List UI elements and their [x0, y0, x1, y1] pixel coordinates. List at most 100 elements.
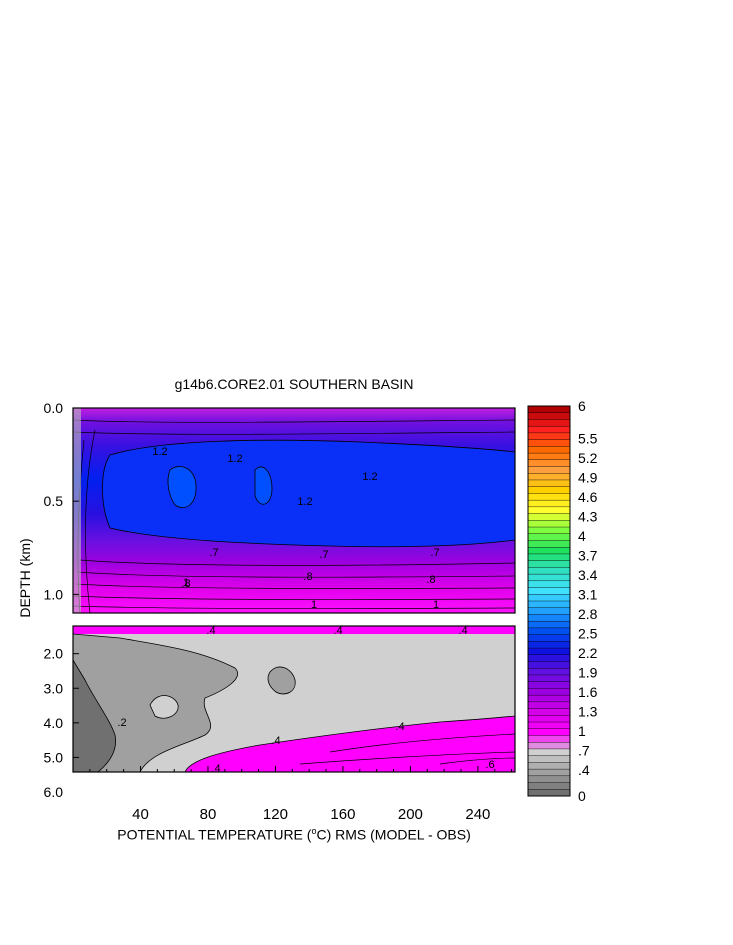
x-axis-label-unit-c: C	[316, 826, 327, 843]
colorbar-label: .4	[578, 762, 590, 778]
colorbar-swatch	[527, 634, 571, 642]
colorbar-swatch	[527, 728, 571, 736]
upper-core-region	[102, 439, 516, 548]
colorbar-swatch	[527, 533, 571, 541]
colorbar-swatch	[527, 547, 571, 555]
colorbar-label: 4.3	[578, 509, 598, 525]
colorbar-swatch	[527, 580, 571, 589]
contour-label: 1.2	[297, 496, 312, 508]
colorbar-swatch	[527, 506, 571, 515]
upper-core-patch	[254, 466, 273, 505]
y-tick-label: 2.0	[44, 646, 64, 662]
colorbar-swatch	[527, 627, 571, 636]
colorbar-swatch	[527, 641, 571, 649]
x-tick-label: 120	[263, 806, 288, 823]
lower-gray-island	[267, 666, 296, 695]
colorbar-label: 3.4	[578, 567, 598, 583]
x-axis-label: POTENTIAL TEMPERATURE (oC) RMS (MODEL - …	[73, 826, 515, 843]
contour-label: .8	[426, 574, 435, 586]
colorbar-label: 3.7	[578, 548, 598, 564]
colorbar-swatch	[527, 526, 571, 535]
contour-label: .2	[117, 717, 126, 729]
colorbar-swatch	[527, 620, 571, 629]
colorbar-swatch	[527, 762, 571, 770]
colorbar-label: 4.9	[578, 470, 598, 486]
x-tick-label: 200	[398, 806, 423, 823]
lower-top-band	[73, 626, 515, 634]
lower-darkgray-region	[72, 658, 117, 773]
colorbar-swatch	[527, 439, 571, 447]
lower-panel	[72, 626, 516, 773]
x-tick-label: 40	[132, 806, 149, 823]
x-axis-label-suffix: ) RMS (MODEL - OBS)	[326, 826, 471, 843]
colorbar-swatch	[527, 446, 571, 454]
contour-label: .8	[181, 578, 190, 590]
colorbar-swatch	[527, 607, 571, 615]
colorbar-swatch	[527, 452, 571, 461]
colorbar-label: 2.8	[578, 606, 598, 622]
colorbar-swatch	[527, 432, 571, 441]
colorbar-swatch	[527, 412, 571, 420]
contour-label: .4	[395, 721, 404, 733]
colorbar-swatch	[527, 681, 571, 689]
colorbar-label: 1.9	[578, 665, 598, 681]
colorbar-label: 1	[578, 723, 586, 739]
upper-frame	[72, 407, 516, 614]
colorbar-swatch	[527, 587, 571, 595]
colorbar-label: 2.2	[578, 645, 598, 661]
x-tick-label: 80	[200, 806, 217, 823]
colorbar-swatch	[527, 520, 571, 528]
colorbar-label: 1.3	[578, 704, 598, 720]
contour-label: .4	[206, 625, 215, 637]
y-tick-label: 0.0	[44, 400, 64, 416]
colorbar-swatch	[527, 567, 571, 575]
colorbar-swatch	[527, 661, 571, 669]
colorbar-swatch	[527, 748, 571, 757]
colorbar-swatch	[527, 499, 571, 508]
y-tick-label: 3.0	[44, 680, 64, 696]
colorbar-label: 4	[578, 528, 586, 544]
colorbar-swatch	[527, 654, 571, 663]
colorbar-swatch	[527, 553, 571, 562]
y-tick-label: 5.0	[44, 749, 64, 765]
chart-title: g14b6.CORE2.01 SOUTHERN BASIN	[174, 376, 414, 392]
contour-label: .8	[303, 571, 312, 583]
contour-label: .4	[271, 735, 280, 747]
lower-frame	[72, 625, 516, 773]
lower-contours	[299, 733, 516, 765]
colorbar-swatch	[527, 473, 571, 481]
colorbar-swatch	[527, 674, 571, 683]
colorbar-swatch	[527, 540, 571, 548]
upper-panel	[72, 408, 516, 614]
contour-label: .4	[333, 625, 342, 637]
colorbar-swatch	[527, 688, 571, 696]
colorbar-swatch	[527, 789, 571, 797]
colorbar-swatch	[527, 425, 571, 434]
colorbar-label: 5.2	[578, 450, 598, 466]
axes: 0.0 0.5 1.0 2.0 3.0 4.0 5.0 6.0 40 80 120 160 200 240	[44, 400, 516, 823]
colorbar-swatch	[527, 775, 571, 784]
colorbar-label: 3.1	[578, 587, 598, 603]
x-axis-label-prefix: POTENTIAL TEMPERATURE (	[117, 826, 312, 843]
contour-labels: 11 1.8.8.8.7.7.71.21.21.21.2.4.4.4.4.4.4.…	[117, 446, 494, 775]
y-tick-label: 0.5	[44, 493, 64, 509]
colorbar-swatch	[527, 735, 571, 743]
colorbar-swatch	[527, 560, 571, 568]
colorbar-swatch	[527, 668, 571, 676]
contour-label: .4	[211, 763, 220, 775]
contour-label: 1.2	[227, 453, 242, 465]
contour-label: 1.2	[362, 471, 377, 483]
contour-label: 1	[433, 599, 439, 611]
x-axis-label-unit-degree: o	[311, 826, 317, 836]
x-tick-label: 160	[330, 806, 355, 823]
colorbar-swatch	[527, 715, 571, 723]
colorbar-label: 5.5	[578, 431, 598, 447]
y-tick-label: 1.0	[44, 586, 64, 602]
colorbar-label: 0	[578, 788, 586, 804]
colorbar-swatch	[527, 782, 571, 790]
colorbar-swatch	[527, 742, 571, 750]
colorbar-swatch	[527, 721, 571, 730]
colorbar-swatch	[527, 594, 571, 602]
colorbar-swatch	[527, 755, 571, 763]
